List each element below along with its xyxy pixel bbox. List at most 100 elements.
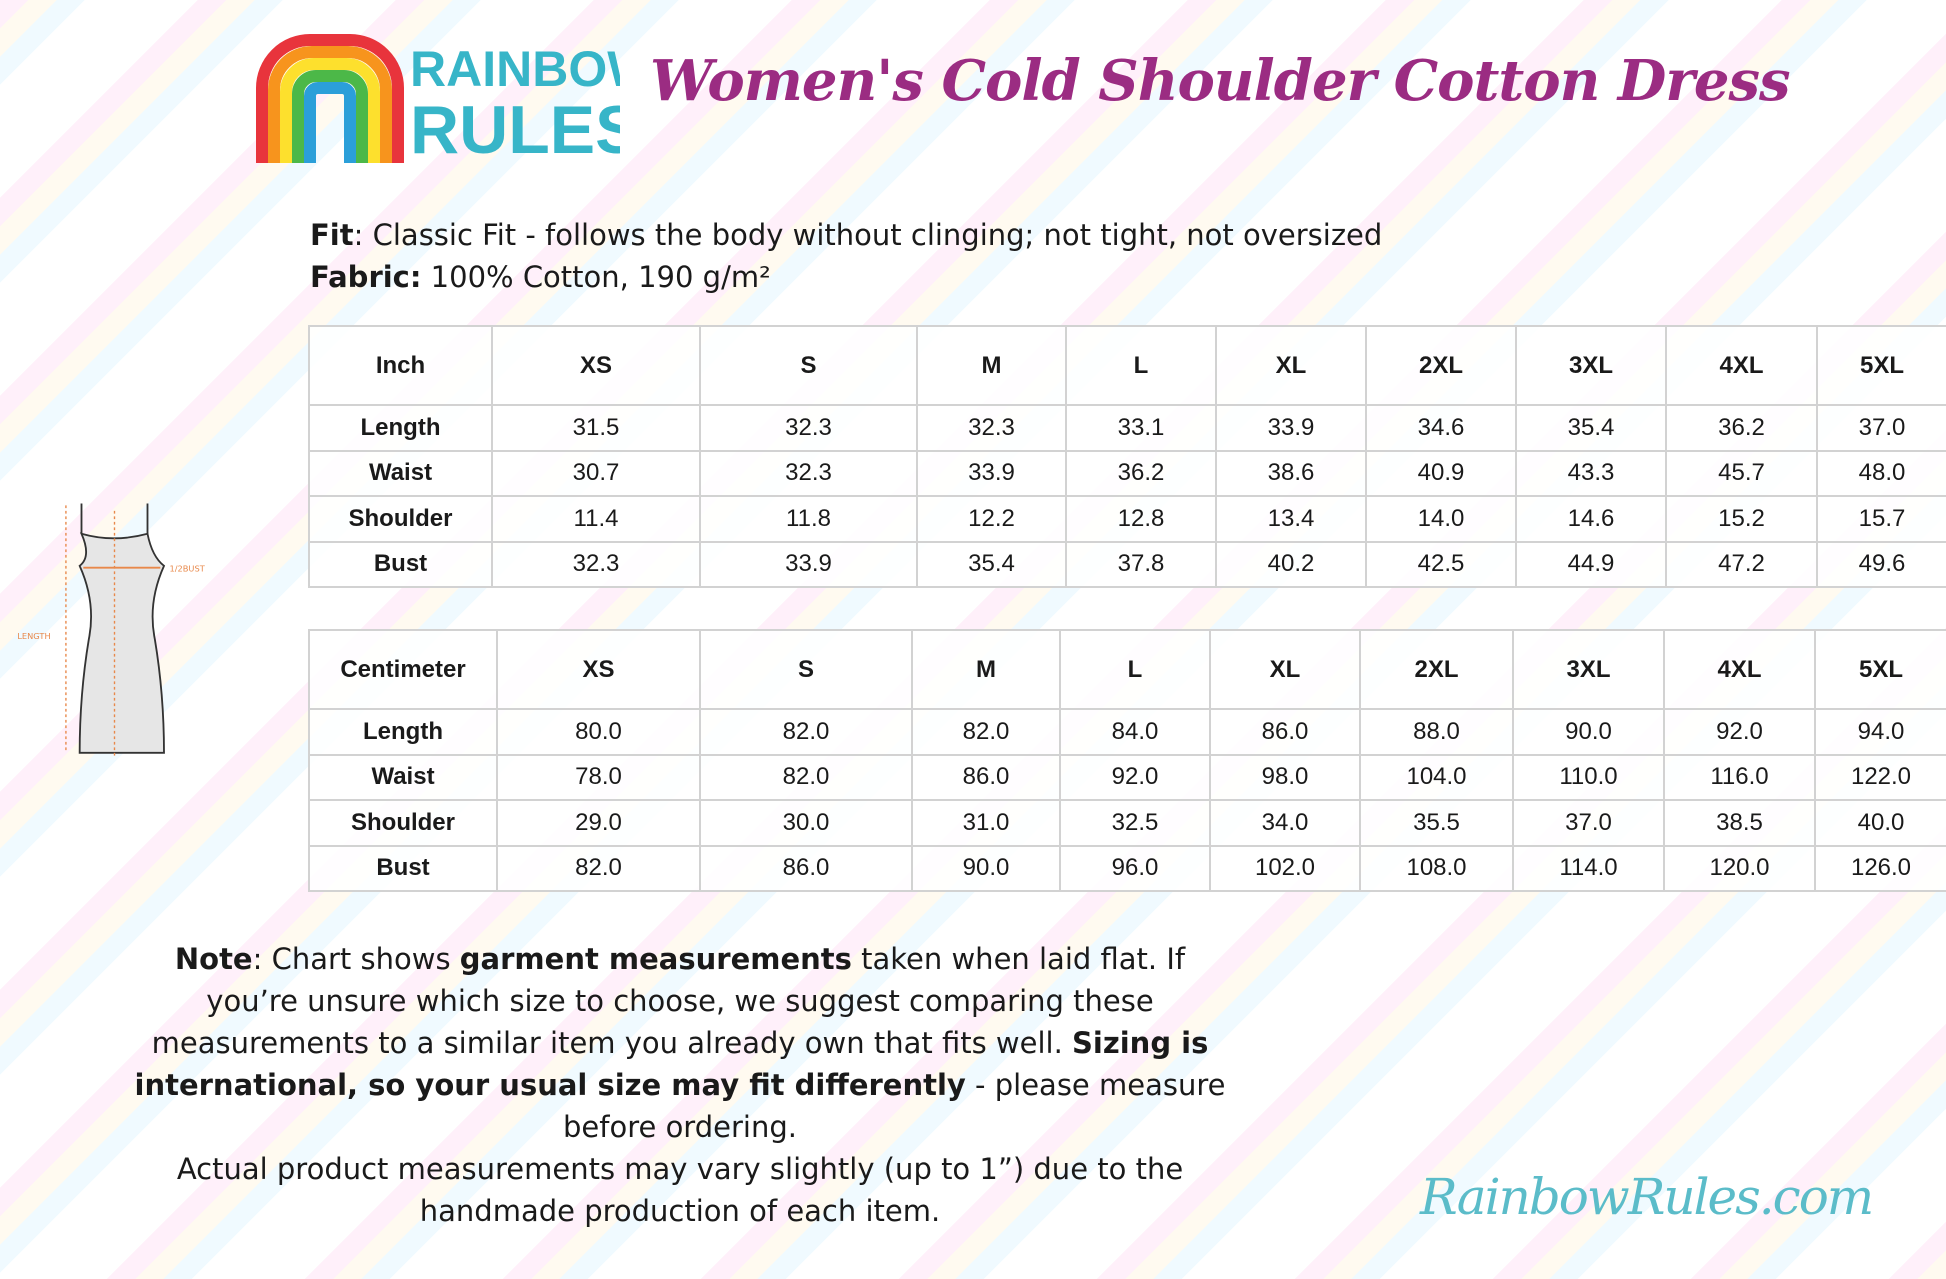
table-cell: 86.0 [699, 844, 913, 892]
row-label: Length [308, 404, 493, 452]
table-cell: 40.2 [1215, 540, 1367, 588]
table-cell: 14.6 [1515, 495, 1667, 543]
inch-size-table: Inch XS S M L XL 2XL 3XL 4XL 5XL Length 31.5 32.3 32.… [308, 325, 1946, 588]
rainbow-rules-logo: RAINBOW RULES [256, 34, 620, 168]
size-header: XL [1215, 325, 1367, 406]
size-header: 4XL [1665, 325, 1818, 406]
table-row: Waist 30.7 32.3 33.9 36.2 38.6 40.9 43.3 45.7 48.… [308, 449, 1946, 497]
table-cell: 31.0 [911, 799, 1061, 847]
size-header: L [1059, 629, 1211, 710]
table-cell: 84.0 [1059, 708, 1211, 756]
table-cell: 36.2 [1065, 449, 1217, 497]
table-cell: 35.4 [1515, 404, 1667, 452]
table-cell: 122.0 [1814, 753, 1946, 801]
svg-text:RAINBOW: RAINBOW [410, 41, 620, 97]
table-cell: 82.0 [496, 844, 701, 892]
table-cell: 92.0 [1663, 708, 1816, 756]
table-cell: 44.9 [1515, 540, 1667, 588]
table-header-row: Centimeter XS S M L XL 2XL 3XL 4XL 5XL [308, 629, 1946, 710]
table-cell: 35.4 [916, 540, 1067, 588]
table-cell: 33.9 [1215, 404, 1367, 452]
table-cell: 37.8 [1065, 540, 1217, 588]
table-row: Shoulder 11.4 11.8 12.2 12.8 13.4 14.0 14.6 15.2… [308, 495, 1946, 543]
table-cell: 102.0 [1209, 844, 1361, 892]
website-link[interactable]: RainbowRules.com [1420, 1168, 1874, 1226]
size-header: 3XL [1512, 629, 1665, 710]
measurement-disclaimer: Actual product measurements may vary sli… [176, 1152, 1184, 1228]
size-header: M [911, 629, 1061, 710]
table-cell: 86.0 [1209, 708, 1361, 756]
unit-header: Inch [308, 325, 493, 406]
table-cell: 126.0 [1814, 844, 1946, 892]
row-label: Shoulder [308, 799, 498, 847]
table-cell: 31.5 [491, 404, 701, 452]
row-label: Shoulder [308, 495, 493, 543]
table-cell: 38.6 [1215, 449, 1367, 497]
table-cell: 110.0 [1512, 753, 1665, 801]
table-cell: 88.0 [1359, 708, 1514, 756]
table-row: Shoulder 29.0 30.0 31.0 32.5 34.0 35.5 37.0 38.5… [308, 799, 1946, 847]
unit-header: Centimeter [308, 629, 498, 710]
table-cell: 32.3 [699, 449, 918, 497]
table-cell: 116.0 [1663, 753, 1816, 801]
table-header-row: Inch XS S M L XL 2XL 3XL 4XL 5XL [308, 325, 1946, 406]
table-cell: 37.0 [1512, 799, 1665, 847]
table-cell: 34.6 [1365, 404, 1517, 452]
size-header: XS [496, 629, 701, 710]
size-header: 2XL [1365, 325, 1517, 406]
row-label: Length [308, 708, 498, 756]
size-header: 4XL [1663, 629, 1816, 710]
row-label: Waist [308, 753, 498, 801]
sizing-note: Note: Chart shows garment measurements t… [134, 942, 1226, 1144]
svg-text:LENGTH: LENGTH [17, 631, 50, 641]
table-cell: 48.0 [1816, 449, 1946, 497]
centimeter-size-table: Centimeter XS S M L XL 2XL 3XL 4XL 5XL Length 80.0 8… [308, 629, 1946, 892]
table-cell: 82.0 [699, 753, 913, 801]
table-cell: 32.5 [1059, 799, 1211, 847]
table-cell: 35.5 [1359, 799, 1514, 847]
table-row: Length 80.0 82.0 82.0 84.0 86.0 88.0 90.0 92.0 94… [308, 708, 1946, 756]
table-cell: 94.0 [1814, 708, 1946, 756]
table-cell: 15.2 [1665, 495, 1818, 543]
table-cell: 29.0 [496, 799, 701, 847]
table-cell: 47.2 [1665, 540, 1818, 588]
table-cell: 108.0 [1359, 844, 1514, 892]
table-cell: 13.4 [1215, 495, 1367, 543]
table-cell: 32.3 [699, 404, 918, 452]
size-header: 5XL [1814, 629, 1946, 710]
table-cell: 30.0 [699, 799, 913, 847]
table-cell: 98.0 [1209, 753, 1361, 801]
table-cell: 114.0 [1512, 844, 1665, 892]
table-cell: 78.0 [496, 753, 701, 801]
size-header: S [699, 325, 918, 406]
table-cell: 40.0 [1814, 799, 1946, 847]
dress-diagram: 1/2BUST LENGTH [17, 503, 206, 759]
row-label: Bust [308, 540, 493, 588]
size-header: M [916, 325, 1067, 406]
table-cell: 32.3 [916, 404, 1067, 452]
size-header: S [699, 629, 913, 710]
table-cell: 104.0 [1359, 753, 1514, 801]
table-cell: 90.0 [911, 844, 1061, 892]
fabric-line: Fabric: 100% Cotton, 190 g/m² [310, 260, 771, 294]
table-cell: 30.7 [491, 449, 701, 497]
table-cell: 42.5 [1365, 540, 1517, 588]
table-cell: 38.5 [1663, 799, 1816, 847]
table-cell: 86.0 [911, 753, 1061, 801]
svg-text:1/2BUST: 1/2BUST [170, 563, 206, 573]
page-title: Women's Cold Shoulder Cotton Dress [650, 48, 1791, 114]
table-cell: 82.0 [911, 708, 1061, 756]
table-row: Length 31.5 32.3 32.3 33.1 33.9 34.6 35.4 36.2 37… [308, 404, 1946, 452]
table-cell: 120.0 [1663, 844, 1816, 892]
table-cell: 11.8 [699, 495, 918, 543]
row-label: Waist [308, 449, 493, 497]
table-cell: 14.0 [1365, 495, 1517, 543]
table-cell: 15.7 [1816, 495, 1946, 543]
row-label: Bust [308, 844, 498, 892]
table-cell: 43.3 [1515, 449, 1667, 497]
table-cell: 12.2 [916, 495, 1067, 543]
table-cell: 32.3 [491, 540, 701, 588]
table-cell: 37.0 [1816, 404, 1946, 452]
svg-text:RULES: RULES [410, 92, 620, 168]
table-cell: 82.0 [699, 708, 913, 756]
